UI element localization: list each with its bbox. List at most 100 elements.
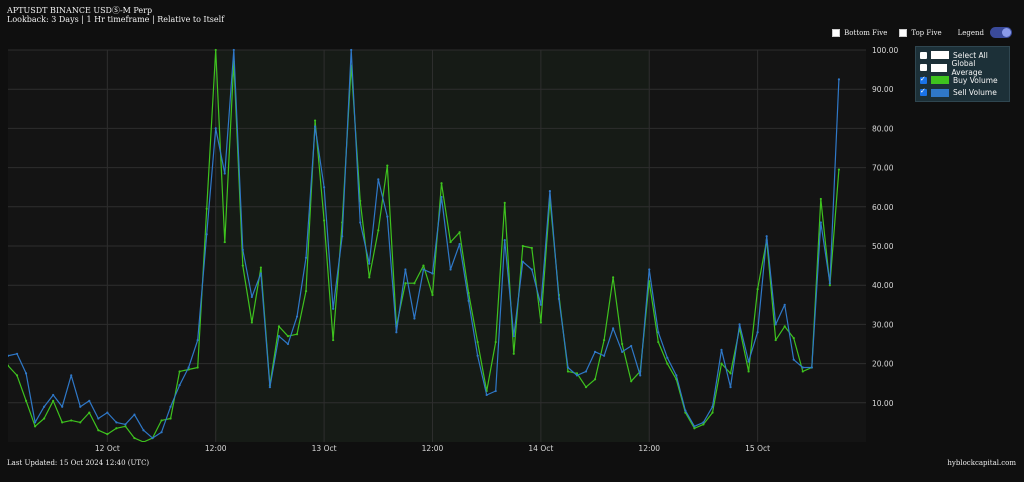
legend-label: Select All <box>953 50 988 60</box>
buy-volume-point <box>15 374 19 377</box>
sell-volume-point <box>332 307 335 310</box>
page-title: APTUSDT BINANCE USDⓈ-M Perp <box>7 6 153 15</box>
bottom-five-label: Bottom Five <box>844 28 888 37</box>
chart-controls: Bottom Five Top Five Legend <box>832 27 1012 38</box>
sell-volume-point <box>593 350 597 353</box>
sell-volume-point <box>837 78 841 81</box>
buy-volume-point <box>404 282 407 285</box>
sell-volume-point <box>106 411 109 414</box>
sell-volume-point <box>8 354 10 357</box>
sell-volume-point <box>70 374 73 377</box>
buy-volume-point <box>160 419 163 422</box>
sell-volume-point <box>250 295 253 299</box>
buy-volume-point <box>621 342 624 346</box>
sell-volume-point <box>277 335 281 338</box>
top-five-checkbox[interactable] <box>899 28 908 37</box>
top-five-label: Top Five <box>911 28 942 37</box>
sell-volume-point <box>774 323 777 326</box>
y-tick-label: 80.00 <box>872 124 894 133</box>
buy-volume-point <box>295 333 299 336</box>
buy-volume-point <box>124 425 127 428</box>
sell-volume-point <box>295 315 299 318</box>
sell-volume-point <box>359 221 362 224</box>
buy-volume-point <box>539 321 542 324</box>
buy-volume-point <box>277 325 281 328</box>
sell-volume-point <box>341 235 344 238</box>
legend-switch-knob <box>1002 28 1011 37</box>
buy-volume-point <box>214 48 217 52</box>
sell-volume-point <box>43 405 46 408</box>
sell-volume-swatch <box>931 88 949 97</box>
sell-volume-point <box>828 282 831 285</box>
buy-volume-point <box>52 399 55 402</box>
legend-label: Global Average <box>951 58 983 77</box>
sell-volume-point <box>286 342 290 346</box>
sell-volume-point <box>756 331 759 334</box>
sell-volume-point <box>449 268 452 271</box>
sell-volume-point <box>15 352 19 355</box>
legend-item-global-average[interactable]: Global Average <box>920 58 1005 77</box>
sell-volume-point <box>142 429 145 432</box>
sell-volume-point <box>196 338 199 342</box>
buy-volume-point <box>584 386 588 389</box>
sell-volume-point <box>819 221 822 224</box>
chart-series <box>8 48 841 442</box>
buy-volume-point <box>332 338 335 342</box>
buy-volume-point <box>142 440 145 442</box>
sell-volume-point <box>711 405 714 408</box>
sell-volume-point <box>422 268 425 271</box>
sell-volume-point <box>602 354 606 357</box>
sell-volume-point <box>467 299 470 302</box>
sell-volume-point <box>630 344 633 348</box>
bottom-five-checkbox[interactable] <box>832 28 841 37</box>
buy-volume-point <box>819 197 822 201</box>
buy-volume-point <box>702 423 705 426</box>
sell-volume-point <box>268 386 272 389</box>
buy-volume-checkbox[interactable] <box>920 75 927 84</box>
sell-volume-point <box>783 303 786 306</box>
sell-volume-point <box>702 421 705 424</box>
y-tick-label: 30.00 <box>872 320 894 329</box>
buy-volume-point <box>286 335 290 338</box>
buy-volume-point <box>323 219 326 222</box>
sell-volume-point <box>205 233 208 236</box>
buy-volume-point <box>79 421 82 424</box>
y-tick-label: 50.00 <box>872 242 894 251</box>
sell-volume-point <box>160 431 163 434</box>
legend-item-select-all[interactable]: Select All <box>920 49 1005 62</box>
legend-item-sell-volume[interactable]: Sell Volume <box>920 87 1005 100</box>
select-all-checkbox[interactable] <box>920 51 927 59</box>
select-all-swatch <box>931 51 949 60</box>
buy-volume-point <box>205 207 208 210</box>
sell-volume-point <box>151 436 154 440</box>
buy-volume-point <box>259 266 262 269</box>
legend-switch[interactable] <box>990 27 1012 38</box>
buy-volume-point <box>720 362 723 365</box>
global-average-checkbox[interactable] <box>920 64 927 72</box>
sell-volume-point <box>621 350 624 353</box>
legend-toggle-label: Legend <box>957 28 984 37</box>
sell-volume-point <box>88 399 91 402</box>
sell-volume-point <box>368 262 371 265</box>
buy-volume-point <box>97 429 100 432</box>
last-updated: Last Updated: 15 Oct 2024 12:40 (UTC) <box>7 459 150 467</box>
buy-volume-point <box>169 417 172 420</box>
buy-volume-point <box>413 282 416 285</box>
sell-volume-point <box>458 242 461 246</box>
bottom-five-toggle[interactable]: Bottom Five <box>832 28 888 37</box>
sell-volume-point <box>323 186 326 189</box>
buy-volume-point <box>250 321 253 324</box>
buy-volume-point <box>24 399 28 402</box>
sell-volume-point <box>259 272 262 275</box>
sell-volume-point <box>404 268 407 271</box>
sell-volume-point <box>675 374 678 377</box>
buy-volume-point <box>313 119 317 122</box>
buy-volume-point <box>801 370 804 373</box>
buy-volume-point <box>88 411 91 414</box>
top-five-toggle[interactable]: Top Five <box>899 28 942 37</box>
sell-volume-checkbox[interactable] <box>920 87 927 97</box>
sell-volume-point <box>115 421 118 424</box>
sell-volume-point <box>241 248 244 252</box>
legend-item-buy-volume[interactable]: Buy Volume <box>920 74 1005 87</box>
sell-volume-point <box>720 348 723 351</box>
